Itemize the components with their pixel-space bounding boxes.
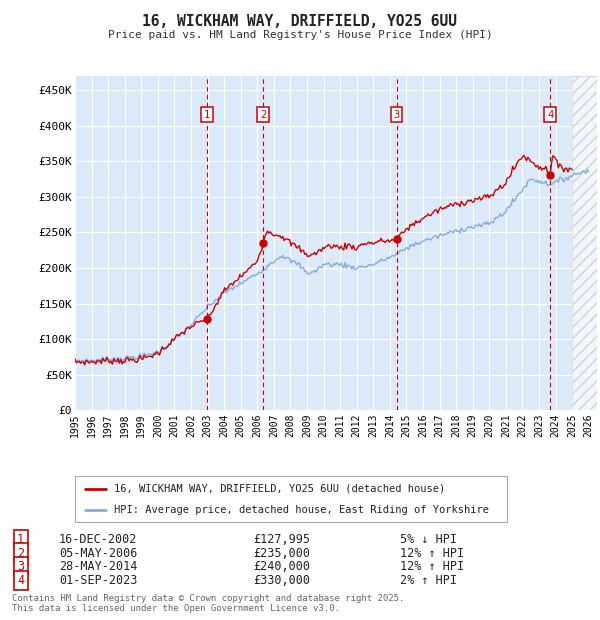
Text: 2% ↑ HPI: 2% ↑ HPI (400, 574, 457, 587)
Text: £240,000: £240,000 (253, 560, 310, 573)
Text: 5% ↓ HPI: 5% ↓ HPI (400, 533, 457, 546)
Text: 12% ↑ HPI: 12% ↑ HPI (400, 560, 464, 573)
Text: 2: 2 (17, 547, 24, 559)
Text: 16, WICKHAM WAY, DRIFFIELD, YO25 6UU (detached house): 16, WICKHAM WAY, DRIFFIELD, YO25 6UU (de… (114, 484, 445, 494)
Text: 4: 4 (547, 110, 553, 120)
Text: 16, WICKHAM WAY, DRIFFIELD, YO25 6UU: 16, WICKHAM WAY, DRIFFIELD, YO25 6UU (143, 14, 458, 29)
Text: £330,000: £330,000 (253, 574, 310, 587)
Text: 3: 3 (394, 110, 400, 120)
Text: 12% ↑ HPI: 12% ↑ HPI (400, 547, 464, 559)
Text: 05-MAY-2006: 05-MAY-2006 (59, 547, 137, 559)
Text: 1: 1 (204, 110, 210, 120)
Text: HPI: Average price, detached house, East Riding of Yorkshire: HPI: Average price, detached house, East… (114, 505, 489, 515)
Text: £235,000: £235,000 (253, 547, 310, 559)
Text: 4: 4 (17, 574, 24, 587)
Bar (572, 76, 597, 410)
Text: 2: 2 (260, 110, 266, 120)
Text: Price paid vs. HM Land Registry's House Price Index (HPI): Price paid vs. HM Land Registry's House … (107, 30, 493, 40)
Text: 16-DEC-2002: 16-DEC-2002 (59, 533, 137, 546)
Text: 1: 1 (17, 533, 24, 546)
Text: 3: 3 (17, 560, 24, 573)
Text: 01-SEP-2023: 01-SEP-2023 (59, 574, 137, 587)
Text: Contains HM Land Registry data © Crown copyright and database right 2025.
This d: Contains HM Land Registry data © Crown c… (12, 594, 404, 613)
Text: £127,995: £127,995 (253, 533, 310, 546)
Text: 28-MAY-2014: 28-MAY-2014 (59, 560, 137, 573)
